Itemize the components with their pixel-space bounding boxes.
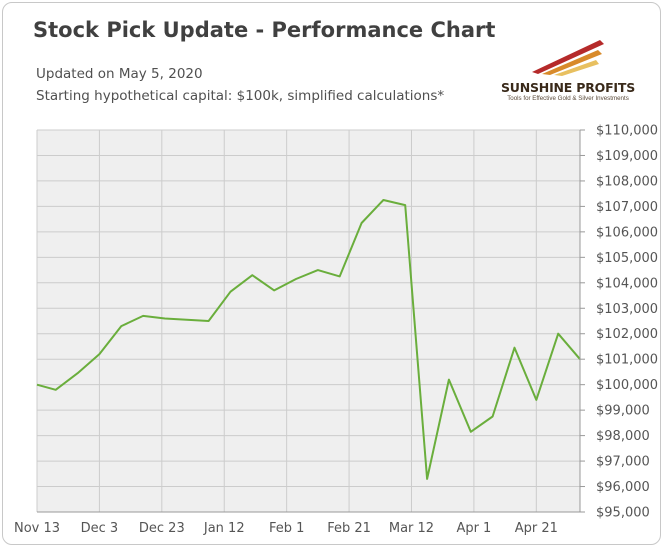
portfolio-value-line — [36, 199, 581, 480]
y-tick-label: $110,000 — [596, 124, 658, 139]
logo-name: SUNSHINE PROFITS — [500, 80, 635, 95]
x-tick-label: Apr 1 — [456, 521, 491, 536]
y-tick-label: $96,000 — [596, 480, 650, 495]
y-tick-label: $97,000 — [596, 455, 650, 470]
y-tick-label: $102,000 — [596, 327, 658, 342]
y-tick-label: $98,000 — [596, 429, 650, 444]
x-tick-label: Jan 12 — [203, 521, 245, 536]
y-tick-label: $101,000 — [596, 353, 658, 368]
y-tick-label: $100,000 — [596, 378, 658, 393]
chart-title: Stock Pick Update - Performance Chart — [33, 18, 496, 42]
sunshine-profits-logo-icon — [532, 40, 604, 76]
capital-note-text: Starting hypothetical capital: $100k, si… — [36, 88, 445, 104]
logo-tagline: Tools for Effective Gold & Silver Invest… — [507, 95, 629, 102]
y-tick-label: $99,000 — [596, 404, 650, 419]
y-tick-label: $95,000 — [596, 506, 650, 521]
sunshine-profits-logo: SUNSHINE PROFITS Tools for Effective Gol… — [498, 36, 638, 108]
y-tick-label: $106,000 — [596, 225, 658, 240]
plot-area — [37, 130, 580, 512]
x-tick-label: Apr 21 — [515, 521, 558, 536]
y-tick-label: $105,000 — [596, 251, 658, 266]
y-tick-label: $103,000 — [596, 302, 658, 317]
x-tick-label: Feb 1 — [269, 521, 304, 536]
x-tick-label: Mar 12 — [389, 521, 434, 536]
updated-date-text: Updated on May 5, 2020 — [36, 66, 203, 82]
y-tick-label: $107,000 — [596, 200, 658, 215]
x-tick-label: Dec 23 — [139, 521, 185, 536]
x-tick-label: Dec 3 — [81, 521, 119, 536]
x-tick-label: Nov 13 — [14, 521, 60, 536]
y-tick-label: $109,000 — [596, 149, 658, 164]
x-tick-label: Feb 21 — [327, 521, 371, 536]
y-tick-label: $108,000 — [596, 174, 658, 189]
y-tick-label: $104,000 — [596, 276, 658, 291]
